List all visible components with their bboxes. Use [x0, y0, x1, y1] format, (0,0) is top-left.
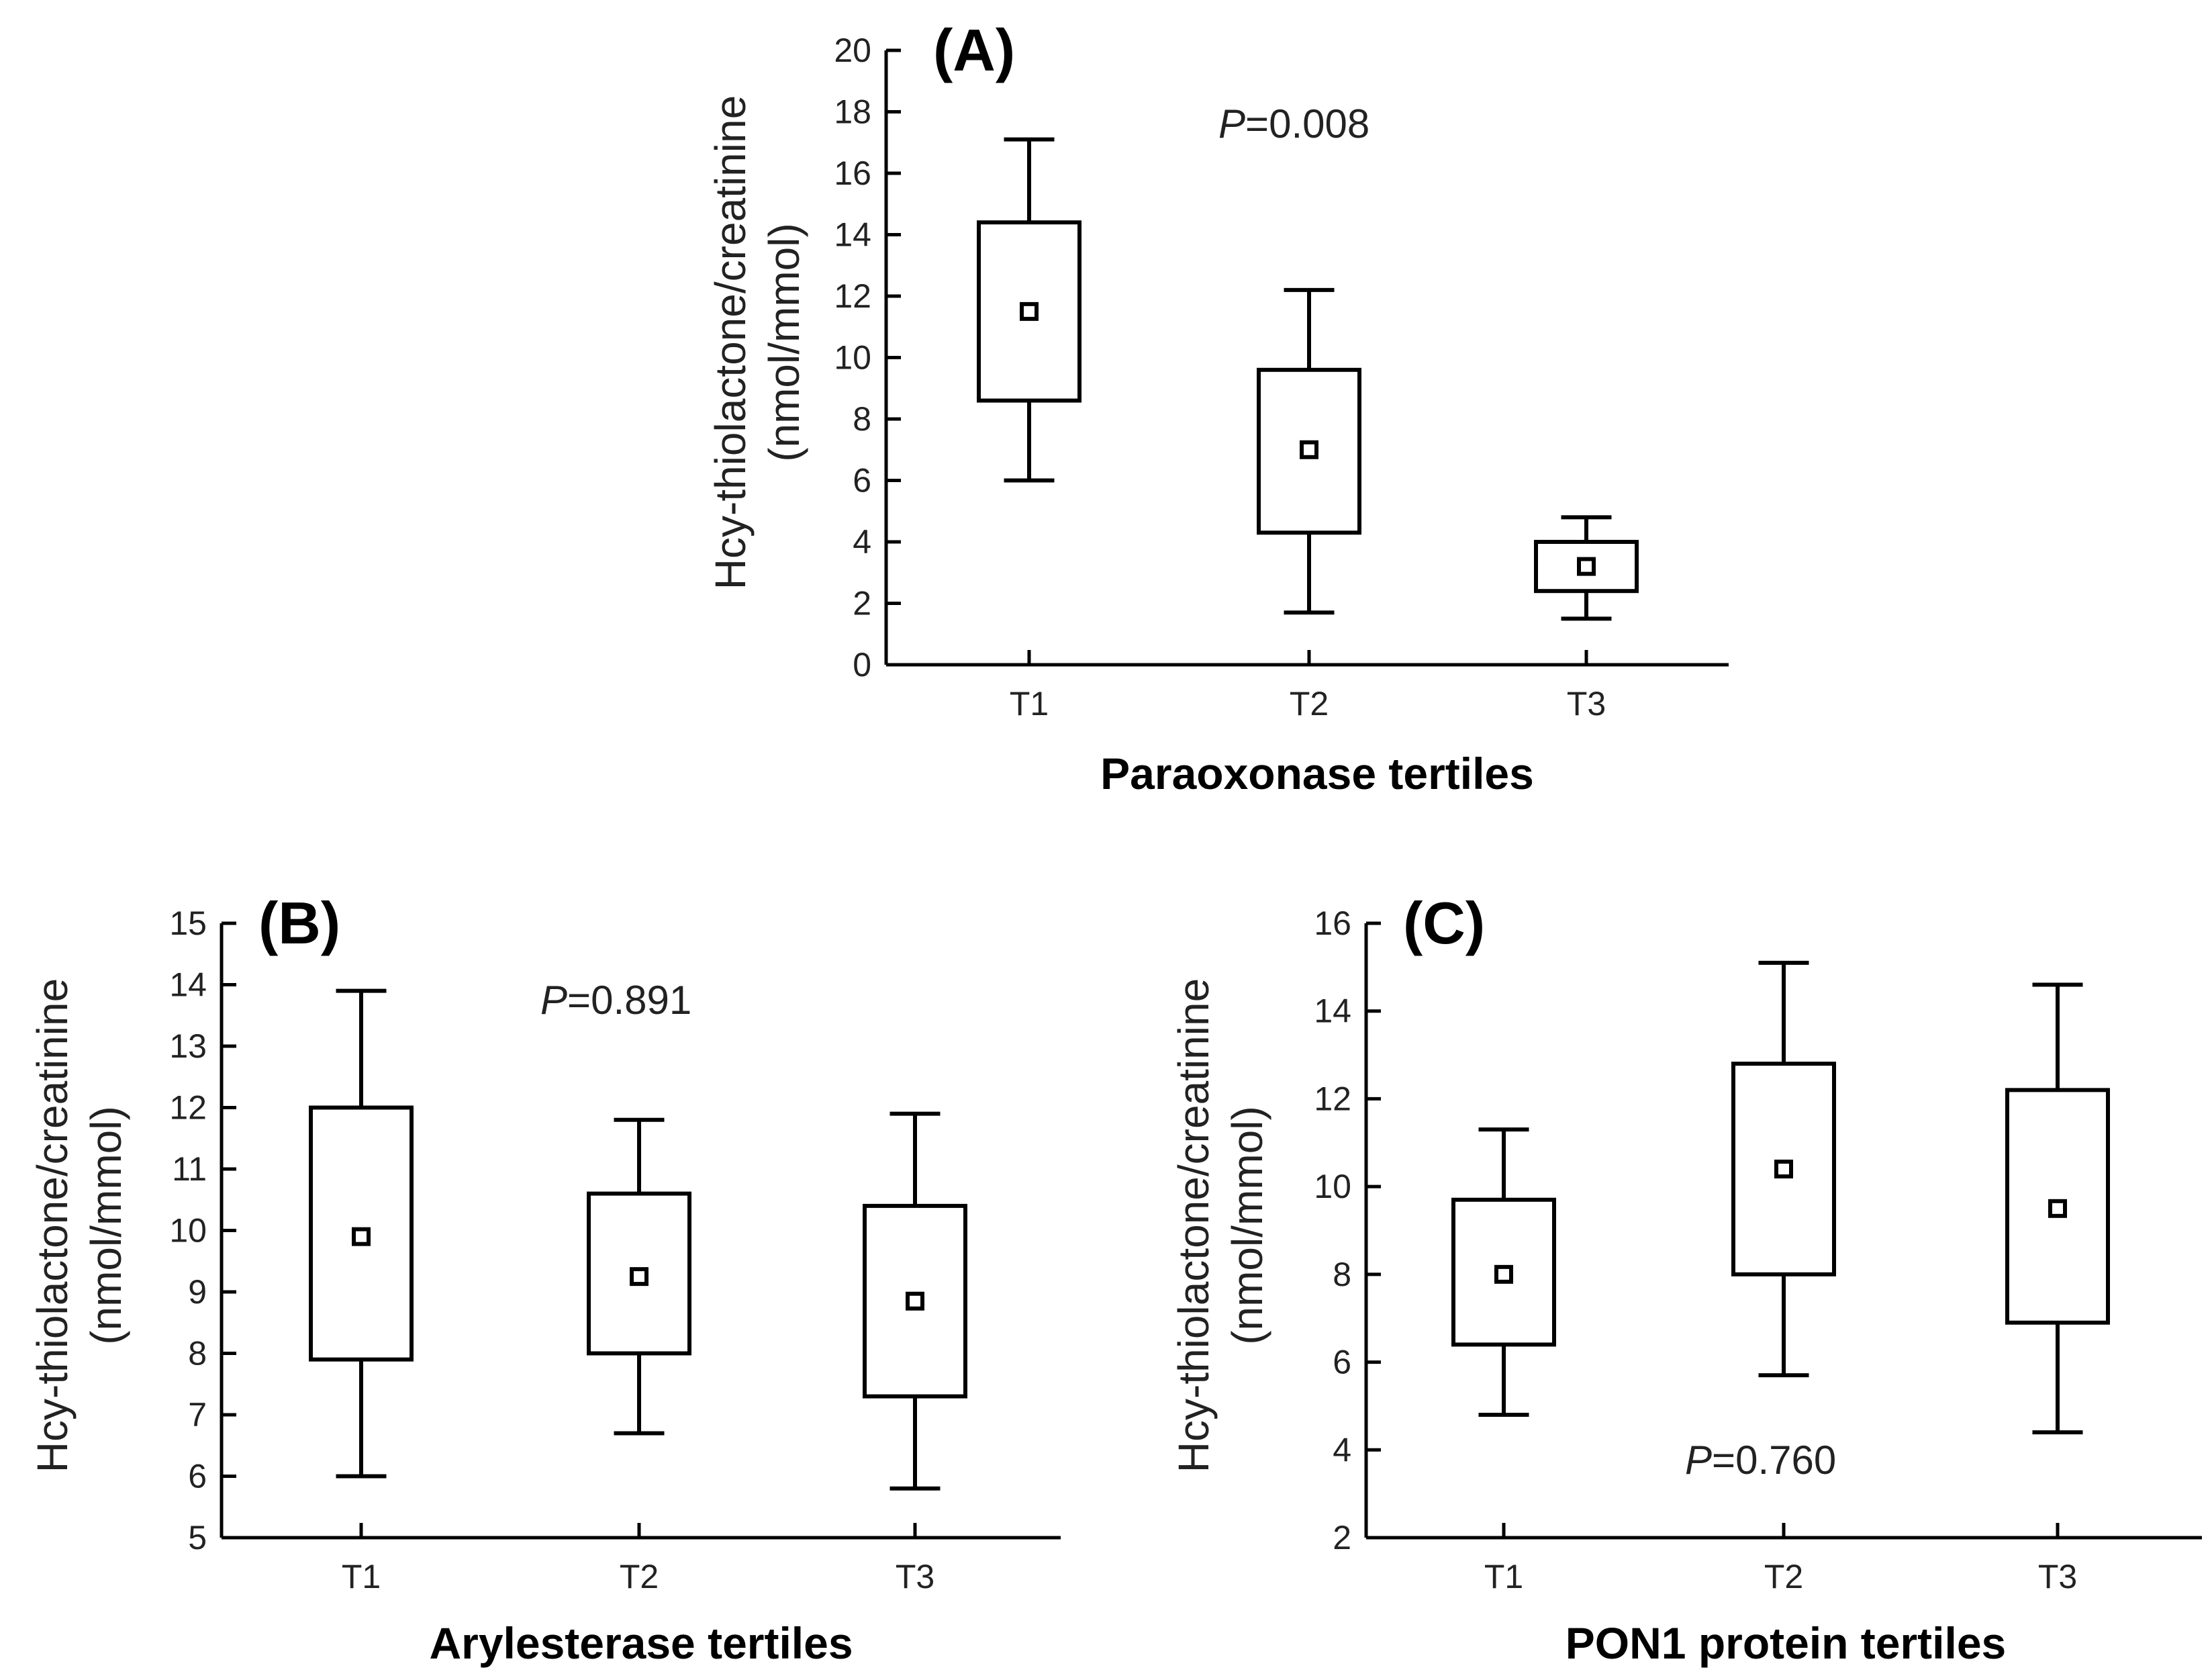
y-tick-label: 16: [834, 154, 871, 192]
panel-b: (B) P=0.891 Hcy-thiolactone/creatinine (…: [28, 890, 1061, 1668]
x-tick-label: T1: [1484, 1558, 1523, 1595]
x-tick-label: T1: [1010, 685, 1049, 723]
y-tick-label: 4: [1333, 1431, 1351, 1469]
p-value: P=0.760: [1685, 1438, 1836, 1483]
y-tick-label: 5: [188, 1519, 207, 1556]
x-tick-label: T3: [1567, 685, 1606, 723]
y-tick-label: 6: [188, 1458, 207, 1495]
y-axis-label-units: (nmol/mmol): [1223, 1106, 1271, 1345]
y-tick-label: 12: [1314, 1080, 1351, 1117]
box-t1: [309, 1105, 414, 1362]
y-tick-label: 14: [834, 216, 871, 254]
mean-marker: [1494, 1264, 1513, 1284]
y-tick-label: 2: [853, 585, 871, 622]
mean-marker: [352, 1227, 371, 1246]
y-tick-label: 7: [188, 1396, 207, 1434]
x-axis-label: PON1 protein tertiles: [1566, 1618, 2007, 1668]
p-value: P=0.008: [1218, 101, 1369, 146]
y-tick-label: 0: [853, 646, 871, 684]
x-tick-label: T2: [620, 1558, 659, 1595]
y-tick-label: 12: [169, 1089, 207, 1127]
y-tick-label: 10: [169, 1212, 207, 1250]
y-tick-label: 20: [834, 32, 871, 69]
y-tick-label: 14: [169, 966, 207, 1004]
y-axis-label: Hcy-thiolactone/creatinine: [28, 978, 77, 1473]
y-tick-label: 10: [1314, 1168, 1351, 1205]
panel-label: (A): [933, 17, 1015, 83]
mean-marker: [1300, 440, 1318, 459]
p-value: P=0.891: [540, 978, 691, 1023]
x-tick-label: T1: [342, 1558, 381, 1595]
y-tick-label: 8: [853, 400, 871, 438]
y-tick-label: 14: [1314, 992, 1351, 1030]
x-tick-label: T3: [896, 1558, 934, 1595]
y-tick-label: 13: [169, 1027, 207, 1065]
y-tick-label: 8: [188, 1335, 207, 1372]
x-tick-label: T3: [2038, 1558, 2077, 1595]
y-tick-label: 11: [172, 1150, 207, 1188]
y-tick-label: 16: [1314, 904, 1351, 942]
panel-c: (C) P=0.760 Hcy-thiolactone/creatinine (…: [1169, 890, 2202, 1668]
y-tick-label: 6: [1333, 1344, 1351, 1381]
mean-marker: [906, 1291, 924, 1311]
mean-marker: [1577, 557, 1596, 576]
mean-marker: [1020, 301, 1039, 321]
x-tick-label: T2: [1764, 1558, 1803, 1595]
y-tick-label: 8: [1333, 1256, 1351, 1293]
y-axis-label: Hcy-thiolactone/creatinine: [1169, 978, 1218, 1473]
y-tick-label: 2: [1333, 1519, 1351, 1556]
y-axis-label-units: (nmol/mmol): [82, 1106, 130, 1345]
mean-marker: [2048, 1199, 2067, 1218]
x-tick-label: T2: [1290, 685, 1329, 723]
x-axis-label: Arylesterase tertiles: [429, 1618, 853, 1668]
y-tick-label: 18: [834, 93, 871, 131]
y-tick-label: 10: [834, 339, 871, 377]
y-tick-label: 4: [853, 523, 871, 561]
panel-label: (B): [258, 890, 340, 956]
mean-marker: [1774, 1160, 1793, 1178]
y-axis-label: Hcy-thiolactone/creatinine: [706, 95, 755, 590]
panel-a: (A) P=0.008 Hcy-thiolactone/creatinine (…: [706, 17, 1729, 798]
y-tick-label: 15: [169, 904, 207, 942]
y-tick-label: 9: [188, 1273, 207, 1311]
mean-marker: [630, 1267, 648, 1287]
y-tick-label: 6: [853, 462, 871, 500]
y-axis-label-units: (nmol/mmol): [760, 223, 808, 462]
panel-label: (C): [1403, 890, 1485, 956]
y-tick-label: 12: [834, 277, 871, 315]
x-axis-label: Paraoxonase tertiles: [1100, 749, 1534, 798]
